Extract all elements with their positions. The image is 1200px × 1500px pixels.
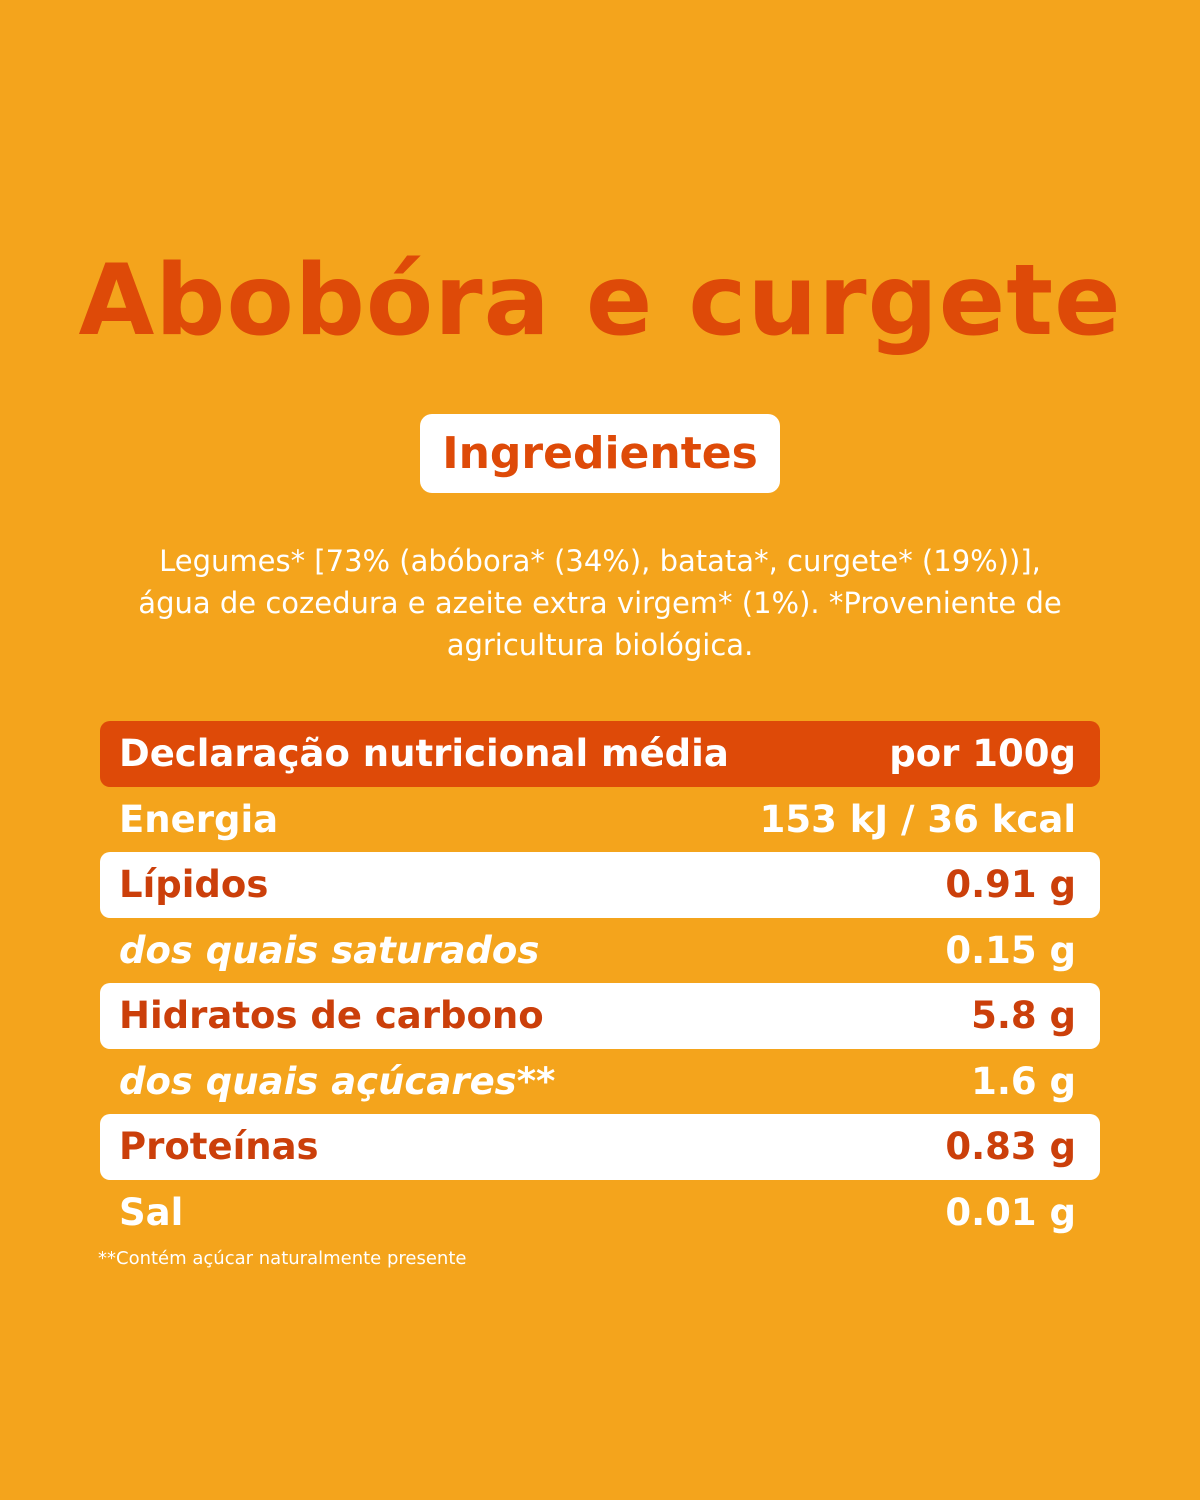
nutrient-label: dos quais açúcares** — [119, 1059, 556, 1103]
nutrition-table: Declaração nutricional média por 100g En… — [100, 721, 1100, 1245]
ingredients-text: Legumes* [73% (abóbora* (34%), batata*, … — [100, 540, 1100, 666]
nutrient-value: 0.83 g — [945, 1125, 1076, 1169]
nutrition-header-value: por 100g — [889, 732, 1076, 776]
ingredients-line: água de cozedura e azeite extra virgem* … — [138, 586, 1062, 620]
ingredients-line: Legumes* [73% (abóbora* (34%), batata*, … — [159, 544, 1041, 578]
nutrient-value: 5.8 g — [971, 994, 1076, 1038]
nutrition-row-carbohydrates: Hidratos de carbono 5.8 g — [100, 983, 1100, 1049]
nutrition-row-fat: Lípidos 0.91 g — [100, 852, 1100, 918]
nutrient-label: Sal — [119, 1190, 184, 1234]
nutrient-label: Hidratos de carbono — [119, 994, 544, 1038]
nutrient-value: 153 kJ / 36 kcal — [759, 797, 1076, 841]
nutrient-label: Lípidos — [119, 863, 269, 907]
nutrient-label: Energia — [119, 797, 279, 841]
nutrient-label: Proteínas — [119, 1125, 319, 1169]
nutrient-value: 0.91 g — [945, 863, 1076, 907]
nutrition-row-protein: Proteínas 0.83 g — [100, 1114, 1100, 1180]
nutrient-value: 1.6 g — [971, 1059, 1076, 1103]
nutrition-header-row: Declaração nutricional média por 100g — [100, 721, 1100, 787]
nutrition-row-sugars: dos quais açúcares** 1.6 g — [100, 1049, 1100, 1115]
ingredients-heading: Ingredientes — [420, 414, 780, 493]
nutrition-row-saturated: dos quais saturados 0.15 g — [100, 918, 1100, 984]
nutrient-label: dos quais saturados — [119, 928, 540, 972]
nutrition-header-label: Declaração nutricional média — [119, 732, 729, 776]
footnote: **Contém açúcar naturalmente presente — [98, 1248, 467, 1269]
product-title: Abobóra e curgete — [78, 244, 1122, 358]
nutrition-row-energy: Energia 153 kJ / 36 kcal — [100, 787, 1100, 853]
ingredients-line: agricultura biológica. — [446, 628, 754, 662]
nutrient-value: 0.15 g — [945, 928, 1076, 972]
nutrient-value: 0.01 g — [945, 1190, 1076, 1234]
nutrition-row-salt: Sal 0.01 g — [100, 1180, 1100, 1246]
